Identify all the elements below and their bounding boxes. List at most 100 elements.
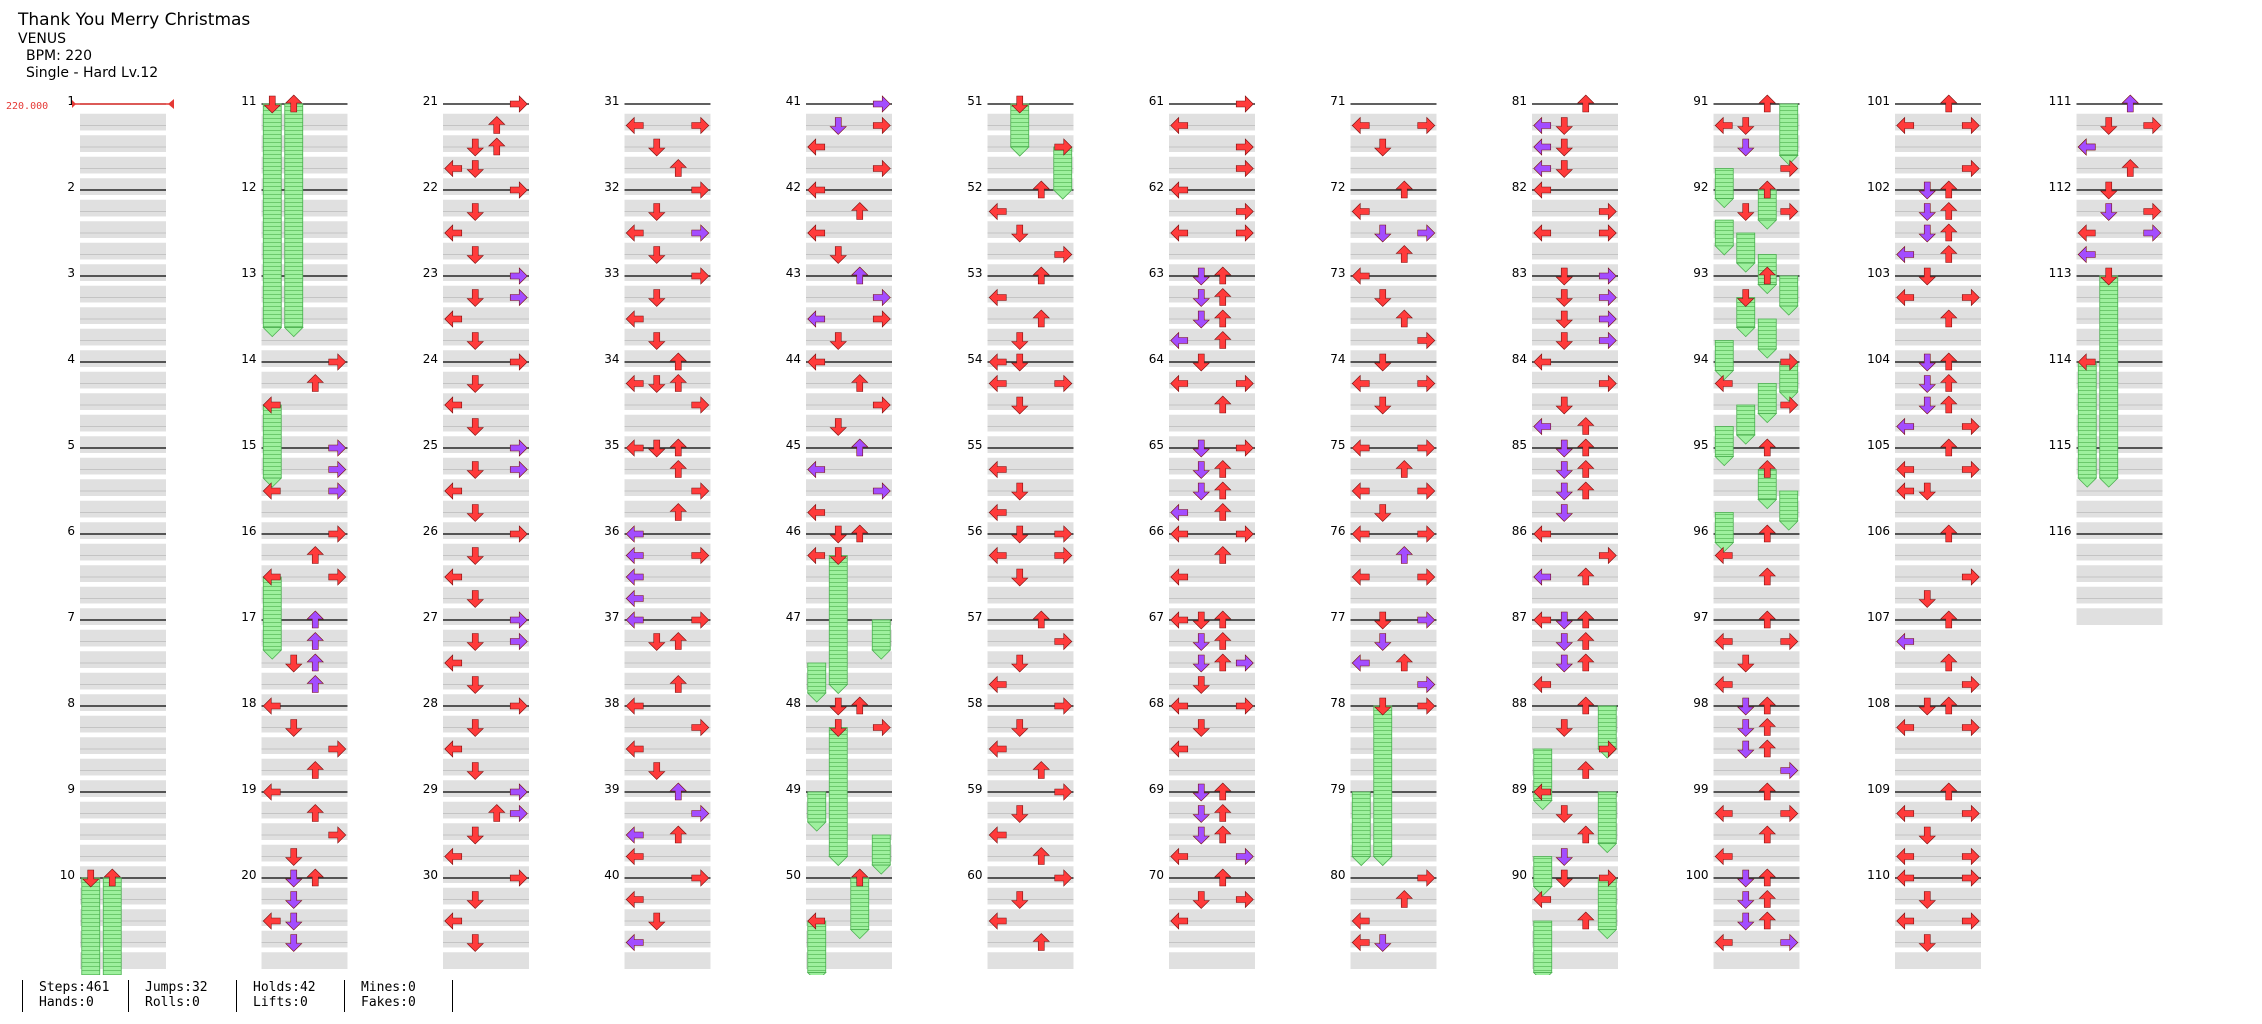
arrow-up-icon [306,804,324,822]
measure-number: 38 [604,696,619,710]
hold-bar [1736,232,1756,264]
beat-band [1895,608,1981,625]
measure-number: 64 [1149,352,1164,366]
beat-band [1169,436,1255,453]
stat-lifts: Lifts:0 [253,995,308,1010]
arrow-right-icon [872,116,891,135]
arrow-right-icon [509,632,528,651]
arrow-left-icon [1533,890,1552,909]
beat-band [443,242,529,260]
measure-number: 1 [67,94,75,108]
beat-band [1350,672,1437,690]
beat-band [80,737,166,754]
bpm-start-icon [72,100,76,108]
arrow-left-icon [625,890,644,909]
arrow-down-icon [285,719,303,737]
arrow-up-icon [306,610,324,629]
measure-number: 26 [423,524,438,538]
arrow-up-icon [306,868,324,887]
beat-band [1532,715,1618,733]
arrow-left-icon [1896,460,1915,479]
hold-bar [102,877,122,975]
beat-band [80,221,166,238]
measure-number: 9 [67,782,75,796]
arrow-left-icon [1170,611,1189,629]
arrow-up-icon [1758,610,1776,629]
arrow-up-icon [488,116,506,134]
beat-band [806,500,892,518]
beat-band [1895,586,1981,604]
arrow-down-icon [648,375,666,393]
arrow-right-icon [691,611,710,629]
beat-band [1532,909,1618,926]
beat-band [987,823,1074,840]
beat-band [443,823,529,840]
beat-band [1895,952,1981,969]
measure-number: 60 [967,868,982,882]
measure-number: 31 [604,94,619,108]
arrow-up-icon [1395,245,1413,263]
hold-end-icon [1714,456,1735,467]
song-bpm: BPM: 220 [26,48,93,64]
beat-band [443,586,529,604]
beat-band [80,844,166,862]
beat-band [80,328,166,346]
arrow-down-icon [1192,439,1210,458]
beat-band [1350,436,1437,453]
measure-number: 25 [423,438,438,452]
beat-band [987,350,1074,367]
beat-band [1895,393,1981,410]
arrow-down-icon [1737,912,1755,931]
arrow-down-icon [1192,633,1210,651]
beat-band [1713,629,1800,647]
beat-band [1713,500,1800,518]
arrow-right-icon [1961,460,1980,479]
beat-band [80,436,166,453]
beat-band [443,758,529,776]
arrow-down-icon [1555,267,1573,286]
beat-band [443,113,529,131]
arrow-right-icon [1235,439,1254,457]
beat-band [261,801,348,819]
measure-number: 7 [67,610,75,624]
beat-band [1532,264,1618,281]
hold-bar [1597,705,1617,750]
hold-bar [1714,168,1734,200]
stat-group-jumps: Jumps:32 Rolls:0 [128,980,235,1012]
arrow-down-icon [1011,482,1029,501]
beat-band [261,586,348,604]
beat-band [80,629,166,647]
beat-band [1169,952,1255,969]
beat-band [987,672,1074,690]
arrow-up-icon [1577,610,1595,629]
beat-band [261,393,348,410]
measure-number: 68 [1149,696,1164,710]
hold-bar [1714,219,1734,247]
beat-band [624,866,711,883]
beat-band [2076,414,2163,432]
arrow-down-icon [466,547,484,565]
arrow-down-icon [466,138,484,157]
beat-band [261,866,348,883]
measure-number: 80 [1330,868,1345,882]
arrow-right-icon [691,804,710,823]
arrow-left-icon [1714,374,1733,393]
beat-band [1350,113,1437,131]
beat-band [80,393,166,410]
arrow-down-icon [1011,353,1029,372]
arrow-right-icon [509,869,528,887]
beat-band [1169,242,1255,260]
measure-number: 65 [1149,438,1164,452]
arrow-down-icon [1555,654,1573,673]
hold-end-icon [1778,305,1799,316]
beat-band [1713,457,1800,475]
arrow-left-icon [1533,525,1552,543]
arrow-right-icon [1780,632,1799,651]
arrow-down-icon [1192,267,1210,286]
hold-end-icon [849,929,870,940]
beat-band [1350,393,1437,410]
arrow-up-icon [1577,481,1595,500]
beat-band [987,307,1074,324]
beat-band [80,199,166,217]
beat-band [624,801,711,819]
